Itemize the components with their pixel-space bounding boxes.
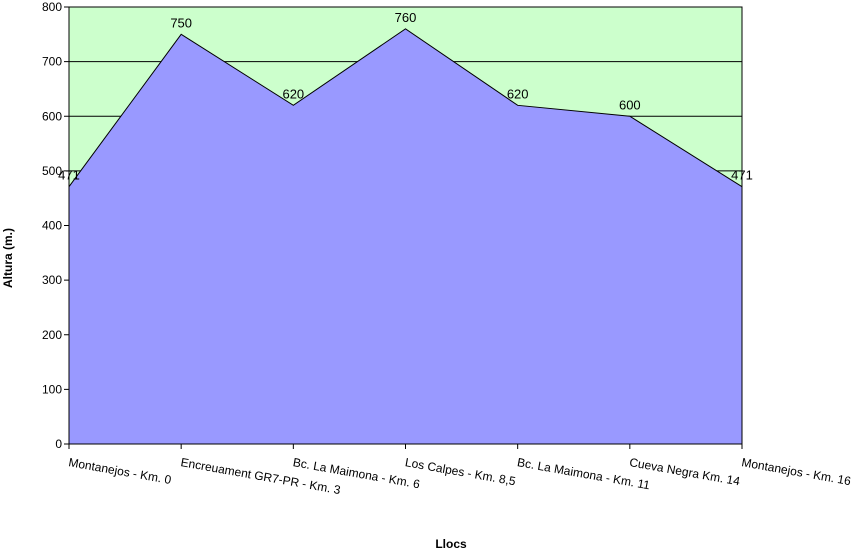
y-tick-label: 400: [42, 219, 62, 233]
y-tick-label: 0: [55, 437, 62, 451]
data-label: 471: [58, 168, 80, 183]
y-tick-label: 300: [42, 273, 62, 287]
y-axis-title: Altura (m.): [1, 228, 15, 288]
x-tick-labels: Montanejos - Km. 0 Encreuament GR7-PR - K…: [67, 444, 852, 497]
y-tick-label: 600: [42, 109, 62, 123]
x-tick-label: Montanejos - Km. 16: [740, 455, 852, 488]
data-labels: 471 750 620 760 620 600 471: [58, 10, 753, 183]
y-tick-label: 700: [42, 55, 62, 69]
y-tick-label: 800: [42, 0, 62, 14]
y-tick-label: 100: [42, 382, 62, 396]
data-label: 760: [395, 10, 417, 25]
data-label: 620: [507, 86, 529, 101]
y-tick-labels: 0 100 200 300 400 500 600 700 800: [42, 0, 69, 451]
x-tick-label: Los Calpes - Km. 8,5: [404, 455, 517, 488]
data-label: 750: [170, 15, 192, 30]
series-area: [69, 28, 742, 444]
data-label: 600: [619, 97, 641, 112]
x-axis-title: Llocs: [435, 537, 467, 548]
series-line: [68, 28, 743, 188]
x-tick-label: Montanejos - Km. 0: [67, 455, 172, 487]
y-tick-label: 200: [42, 328, 62, 342]
data-label: 620: [282, 86, 304, 101]
data-label: 471: [731, 168, 753, 183]
y-tick-label: 500: [42, 164, 62, 178]
